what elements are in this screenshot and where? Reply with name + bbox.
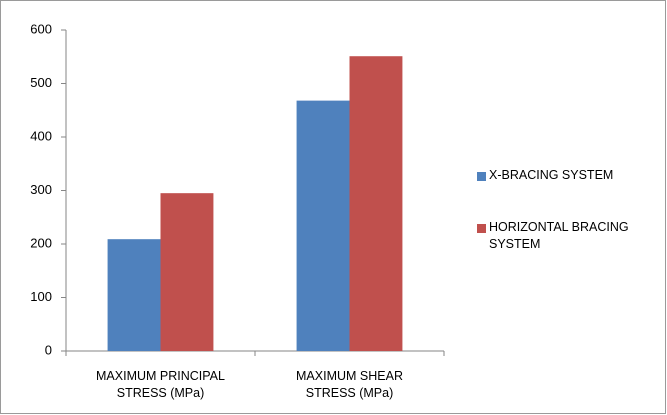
y-tick-label: 300 <box>30 182 52 197</box>
y-tick-label: 200 <box>30 235 52 250</box>
legend-swatch <box>477 224 486 233</box>
legend-label: X-BRACING SYSTEM <box>489 168 614 182</box>
legend-label: HORIZONTAL BRACING SYSTEM <box>489 220 629 251</box>
y-tick-label: 400 <box>30 128 52 143</box>
x-tick-label: MAXIMUM SHEAR STRESS (MPa) <box>296 369 403 400</box>
y-tick-label: 500 <box>30 75 52 90</box>
y-tick-label: 600 <box>30 21 52 36</box>
x-tick-label: MAXIMUM PRINCIPAL STRESS (MPa) <box>96 369 225 400</box>
bar <box>349 56 403 352</box>
y-tick-label: 0 <box>45 342 52 357</box>
legend-swatch <box>477 172 486 181</box>
y-tick-label: 100 <box>30 289 52 304</box>
bar <box>160 193 214 351</box>
bar <box>296 100 350 352</box>
bar <box>107 239 161 351</box>
